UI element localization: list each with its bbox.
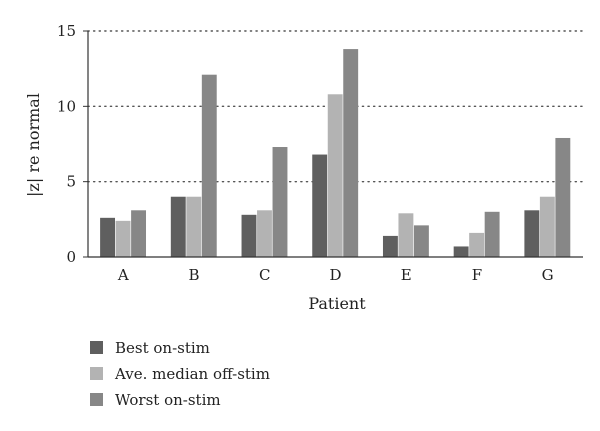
bar-F-3 xyxy=(484,211,500,257)
bars xyxy=(100,49,571,258)
bar-A-3 xyxy=(131,210,147,257)
legend: Best on-stim Ave. median off-stim Worst on… xyxy=(90,339,270,409)
x-tick-label: A xyxy=(117,266,129,284)
bar-E-2 xyxy=(398,213,414,257)
bar-E-3 xyxy=(413,225,429,257)
bar-A-2 xyxy=(115,220,131,257)
x-tick-label: D xyxy=(329,266,341,284)
y-tick-label: 10 xyxy=(57,97,76,115)
bar-D-2 xyxy=(327,94,343,257)
bar-B-3 xyxy=(201,74,217,258)
bar-D-3 xyxy=(343,49,359,257)
x-tick-label: C xyxy=(259,266,270,284)
legend-label: Ave. median off-stim xyxy=(114,365,270,383)
bar-D-1 xyxy=(312,154,328,257)
axes xyxy=(83,30,583,258)
x-tick-label: B xyxy=(189,266,200,284)
y-tick-labels: 0 5 10 15 xyxy=(57,22,76,266)
bar-G-2 xyxy=(539,196,555,257)
bar-C-1 xyxy=(241,214,257,257)
bar-A-1 xyxy=(100,217,116,257)
y-axis-label: |z| re normal xyxy=(24,93,43,197)
legend-label: Best on-stim xyxy=(115,339,210,357)
bar-F-1 xyxy=(453,246,469,257)
bar-G-3 xyxy=(555,137,571,257)
bar-B-2 xyxy=(186,196,202,257)
x-axis-label: Patient xyxy=(308,294,366,313)
x-tick-label: F xyxy=(472,266,482,284)
bar-E-1 xyxy=(382,235,398,257)
y-tick-label: 15 xyxy=(57,22,76,40)
y-tick-label: 5 xyxy=(66,173,76,191)
bar-C-3 xyxy=(272,147,288,257)
legend-swatch xyxy=(90,393,103,406)
legend-swatch xyxy=(90,341,103,354)
legend-label: Worst on-stim xyxy=(115,391,221,409)
x-tick-label: E xyxy=(401,266,412,284)
bar-B-1 xyxy=(170,196,186,257)
x-tick-label: G xyxy=(542,266,554,284)
x-tick-labels: A B C D E F G xyxy=(117,266,554,284)
legend-swatch xyxy=(90,367,103,380)
bar-G-1 xyxy=(524,210,540,257)
bar-C-2 xyxy=(257,210,272,257)
bar-F-2 xyxy=(469,232,485,257)
y-tick-label: 0 xyxy=(66,248,76,266)
